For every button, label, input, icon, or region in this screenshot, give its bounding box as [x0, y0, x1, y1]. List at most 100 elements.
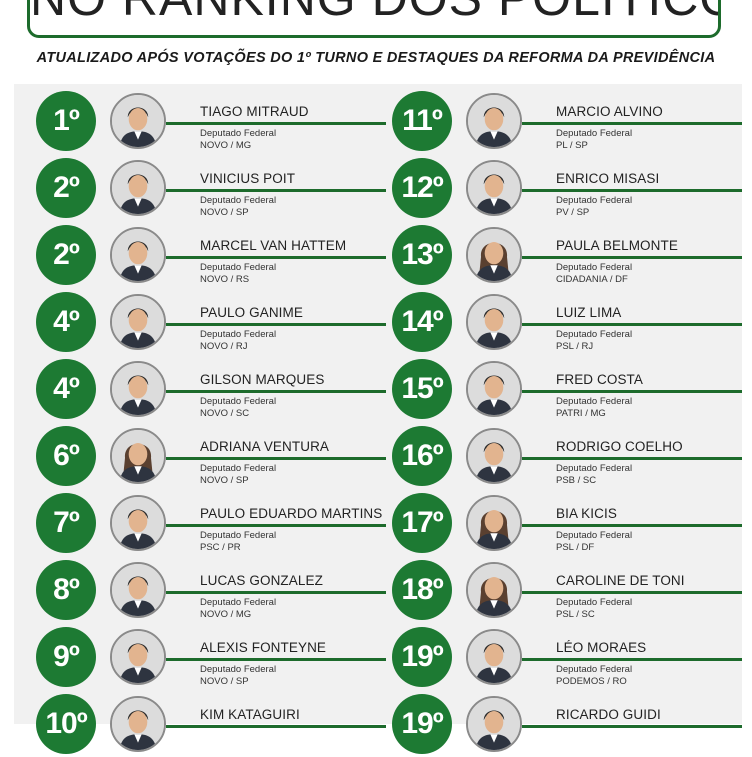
politician-role: Deputado Federal [200, 128, 277, 139]
rank-badge: 17º [392, 493, 452, 553]
divider-line [166, 725, 386, 728]
politician-role: Deputado Federal [200, 463, 277, 474]
ranking-entry: 4º PAULO GANIME Deputado Federal NOVO / RJ [36, 288, 386, 355]
table-row: 4º GILSON MARQUES Deputado Federal NOVO / S… [14, 355, 742, 422]
politician-name: LUIZ LIMA [556, 305, 622, 320]
ranking-entry: 11º MARCIO ALVINO Deputado Federal PL / SP [392, 87, 742, 154]
politician-party: NOVO / MG [200, 609, 252, 620]
rank-badge: 1º [36, 91, 96, 151]
avatar [466, 696, 522, 752]
divider-line [166, 591, 386, 594]
ranking-entry: 15º FRED COSTA Deputado Federal PATRI / MG [392, 355, 742, 422]
rank-badge: 8º [36, 560, 96, 620]
politician-party: PSB / SC [556, 475, 597, 486]
ranking-entry: 17º BIA KICIS Deputado Federal PSL / DF [392, 489, 742, 556]
politician-party: PSC / PR [200, 542, 241, 553]
table-row: 10º KIM KATAGUIRI 19º RICARDO GUIDI [14, 690, 742, 757]
politician-party: NOVO / SC [200, 408, 250, 419]
avatar [466, 428, 522, 484]
ranking-entry: 12º ENRICO MISASI Deputado Federal PV / SP [392, 154, 742, 221]
table-row: 2º MARCEL VAN HATTEM Deputado Federal NOVO … [14, 221, 742, 288]
divider-line [166, 256, 386, 259]
avatar [466, 93, 522, 149]
divider-line [166, 390, 386, 393]
avatar [466, 361, 522, 417]
ranking-entry: 9º ALEXIS FONTEYNE Deputado Federal NOVO / … [36, 623, 386, 690]
politician-name: VINICIUS POIT [200, 171, 296, 186]
politician-name: CAROLINE DE TONI [556, 573, 685, 588]
ranking-entry: 14º LUIZ LIMA Deputado Federal PSL / RJ [392, 288, 742, 355]
ranking-entry: 6º ADRIANA VENTURA Deputado Federal NOVO / … [36, 422, 386, 489]
politician-name: MARCIO ALVINO [556, 104, 663, 119]
ranking-entry: 2º MARCEL VAN HATTEM Deputado Federal NOVO … [36, 221, 386, 288]
politician-party: CIDADANIA / DF [556, 274, 628, 285]
politician-party: NOVO / RJ [200, 341, 248, 352]
avatar [110, 629, 166, 685]
rank-badge: 11º [392, 91, 452, 151]
avatar [466, 495, 522, 551]
politician-name: TIAGO MITRAUD [200, 104, 309, 119]
divider-line [522, 122, 742, 125]
rank-badge: 12º [392, 158, 452, 218]
title-banner: NO RANKING DOS POLÍTICOS [27, 0, 721, 38]
politician-role: Deputado Federal [200, 396, 277, 407]
politician-role: Deputado Federal [556, 262, 633, 273]
politician-party: PL / SP [556, 140, 588, 151]
avatar [110, 160, 166, 216]
politician-role: Deputado Federal [556, 530, 633, 541]
politician-role: Deputado Federal [556, 396, 633, 407]
avatar [466, 160, 522, 216]
divider-line [166, 457, 386, 460]
politician-name: PAULA BELMONTE [556, 238, 678, 253]
ranking-entry: 7º PAULO EDUARDO MARTINS Deputado Federal P… [36, 489, 386, 556]
table-row: 8º LUCAS GONZALEZ Deputado Federal NOVO / M… [14, 556, 742, 623]
politician-party: PSL / SC [556, 609, 595, 620]
politician-name: ADRIANA VENTURA [200, 439, 330, 454]
ranking-entry: 2º VINICIUS POIT Deputado Federal NOVO / SP [36, 154, 386, 221]
divider-line [166, 189, 386, 192]
table-row: 6º ADRIANA VENTURA Deputado Federal NOVO / … [14, 422, 742, 489]
divider-line [522, 457, 742, 460]
rank-badge: 15º [392, 359, 452, 419]
avatar [110, 428, 166, 484]
politician-party: NOVO / RS [200, 274, 250, 285]
rank-badge: 4º [36, 359, 96, 419]
politician-name: KIM KATAGUIRI [200, 707, 300, 722]
divider-line [522, 725, 742, 728]
politician-party: NOVO / SP [200, 676, 249, 687]
politician-name: LUCAS GONZALEZ [200, 573, 323, 588]
rank-badge: 2º [36, 225, 96, 285]
avatar [466, 227, 522, 283]
avatar [110, 696, 166, 752]
divider-line [166, 658, 386, 661]
politician-name: FRED COSTA [556, 372, 644, 387]
page-title: NO RANKING DOS POLÍTICOS [30, 0, 718, 27]
table-row: 9º ALEXIS FONTEYNE Deputado Federal NOVO / … [14, 623, 742, 690]
rank-badge: 2º [36, 158, 96, 218]
politician-name: LÉO MORAES [556, 640, 647, 655]
politician-party: PSL / DF [556, 542, 595, 553]
politician-role: Deputado Federal [200, 530, 277, 541]
table-row: 4º PAULO GANIME Deputado Federal NOVO / RJ 1… [14, 288, 742, 355]
divider-line [522, 323, 742, 326]
ranking-entry: 1º TIAGO MITRAUD Deputado Federal NOVO / MG [36, 87, 386, 154]
politician-role: Deputado Federal [556, 329, 633, 340]
politician-name: GILSON MARQUES [200, 372, 325, 387]
avatar [466, 629, 522, 685]
politician-role: Deputado Federal [556, 463, 633, 474]
ranking-entry: 10º KIM KATAGUIRI [36, 690, 386, 757]
rank-badge: 19º [392, 627, 452, 687]
table-row: 7º PAULO EDUARDO MARTINS Deputado Federal P… [14, 489, 742, 556]
divider-line [522, 591, 742, 594]
rank-badge: 6º [36, 426, 96, 486]
politician-party: PATRI / MG [556, 408, 606, 419]
avatar [110, 562, 166, 618]
politician-name: BIA KICIS [556, 506, 617, 521]
avatar [110, 361, 166, 417]
politician-role: Deputado Federal [200, 329, 277, 340]
ranking-entry: 18º CAROLINE DE TONI Deputado Federal PSL /… [392, 556, 742, 623]
ranking-board: 1º TIAGO MITRAUD Deputado Federal NOVO / MG… [14, 84, 742, 754]
avatar [110, 294, 166, 350]
avatar [466, 294, 522, 350]
rank-badge: 9º [36, 627, 96, 687]
